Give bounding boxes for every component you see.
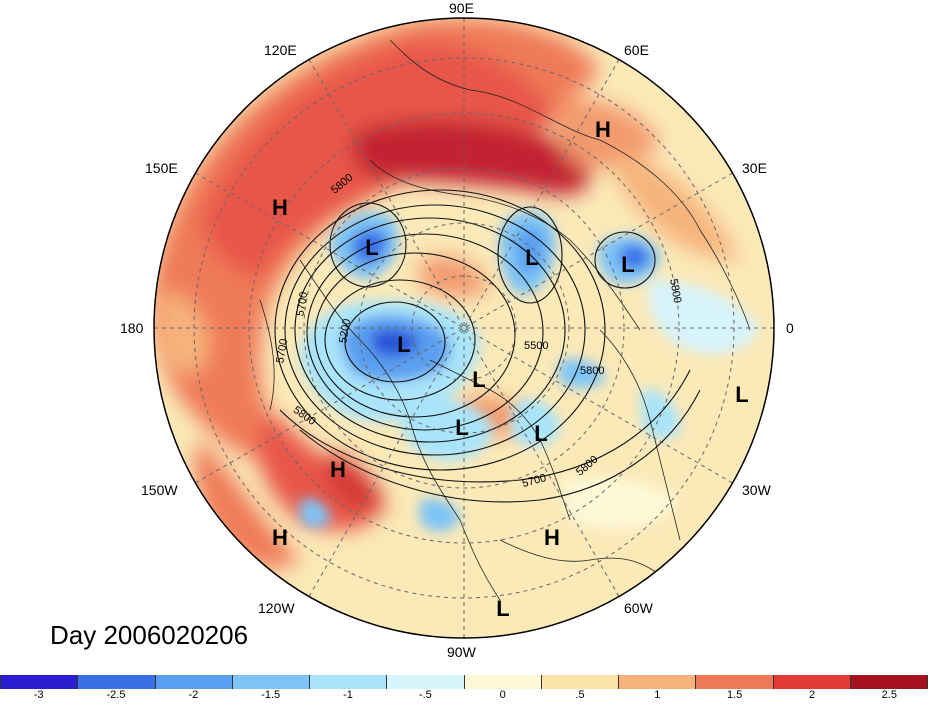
- colorbar-tick-labels: -3-2.5-2-1.5-1-.50.511.522.53: [0, 689, 928, 702]
- colorbar-swatch: [619, 675, 697, 689]
- low-pressure-marker: L: [365, 235, 379, 260]
- longitude-label-60w: 60W: [624, 600, 653, 616]
- colorbar-tick-label: 1: [654, 689, 661, 701]
- colorbar-tick-label: 0: [499, 689, 506, 701]
- colorbar-tick-label: 2.5: [881, 689, 897, 701]
- coastlines: [259, 39, 751, 601]
- high-pressure-marker: H: [595, 117, 611, 142]
- colorbar-tick-label: -1.5: [261, 689, 281, 701]
- contour-label: 5500: [524, 340, 549, 352]
- high-pressure-marker: H: [544, 525, 560, 550]
- anomaly-field: [154, 18, 774, 638]
- colorbar-tick-label: 2: [808, 689, 816, 701]
- high-pressure-marker: H: [272, 525, 288, 550]
- low-pressure-marker: L: [397, 332, 411, 357]
- low-pressure-marker: L: [534, 421, 548, 446]
- colorbar-tick-label: -2: [188, 689, 199, 701]
- longitude-label-0: 0: [786, 320, 794, 336]
- longitude-label-90e: 90E: [449, 0, 474, 16]
- colorbar-swatch: [155, 675, 233, 689]
- colorbar-swatch: [387, 675, 465, 689]
- longitude-label-120e: 120E: [264, 42, 297, 58]
- colorbar-swatch: [310, 675, 388, 689]
- low-pressure-marker: L: [735, 382, 749, 407]
- colorbar-tick-label: -1: [343, 689, 353, 701]
- longitude-label-60e: 60E: [624, 42, 649, 58]
- colorbar-swatch: [850, 675, 928, 689]
- longitude-label-180: 180: [120, 320, 144, 336]
- colorbar-swatch: [541, 675, 619, 689]
- colorbar-swatch: [78, 675, 156, 689]
- colorbar: [0, 675, 928, 689]
- colorbar-swatch: [696, 675, 774, 689]
- graticule: [154, 18, 774, 638]
- map-title: Day 2006020206: [50, 620, 249, 650]
- colorbar-tick-label: .5: [575, 689, 585, 701]
- colorbar-swatch: [464, 675, 542, 689]
- high-pressure-marker: H: [330, 457, 346, 482]
- low-pressure-marker: L: [496, 596, 510, 621]
- longitude-label-120w: 120W: [258, 600, 295, 616]
- height-contours: [274, 189, 701, 503]
- colorbar-tick-label: -.5: [418, 689, 432, 701]
- longitude-label-90w: 90W: [447, 644, 476, 660]
- map-boundary: [153, 17, 775, 639]
- low-pressure-marker: L: [621, 252, 635, 277]
- longitude-label-150w: 150W: [141, 482, 178, 498]
- longitude-label-150e: 150E: [145, 160, 178, 176]
- colorbar-swatch: [773, 675, 851, 689]
- contour-label: 5800: [580, 365, 605, 377]
- colorbar-tick-label: 1.5: [727, 689, 743, 701]
- longitude-label-30e: 30E: [742, 160, 767, 176]
- low-pressure-marker: L: [455, 415, 469, 440]
- high-pressure-marker: H: [272, 195, 288, 220]
- longitude-label-30w: 30W: [742, 482, 771, 498]
- colorbar-swatch: [0, 675, 79, 689]
- colorbar-tick-label: -3: [33, 689, 44, 701]
- low-pressure-marker: L: [472, 367, 486, 392]
- colorbar-tick-label: -2.5: [106, 689, 126, 701]
- colorbar-swatch: [232, 675, 310, 689]
- low-pressure-marker: L: [525, 245, 539, 270]
